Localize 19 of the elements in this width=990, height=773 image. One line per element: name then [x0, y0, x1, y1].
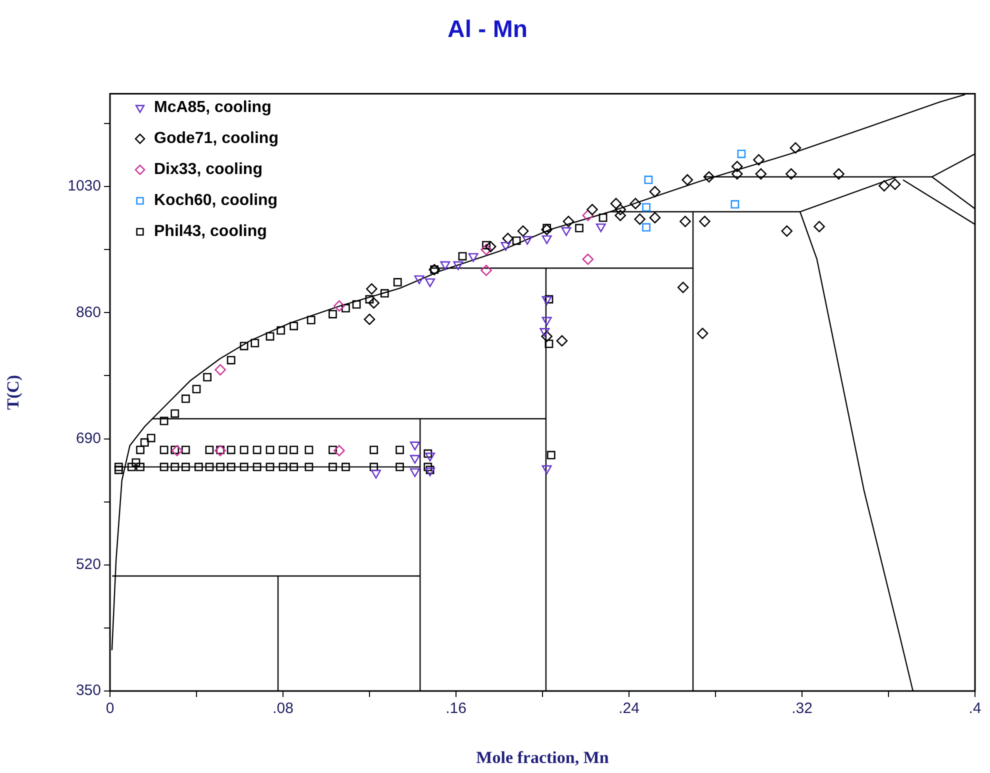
- y-axis-title: T(C): [4, 374, 23, 410]
- legend-label: Dix33, cooling: [154, 161, 262, 178]
- y-tick-label: 350: [76, 682, 101, 700]
- y-tick-label: 1030: [68, 178, 101, 195]
- x-tick-label: 0: [106, 700, 114, 718]
- x-tick-label: .16: [446, 700, 466, 718]
- y-tick-label: 520: [76, 556, 101, 574]
- y-tick-label: 690: [76, 430, 101, 447]
- legend-label: McA85, cooling: [154, 99, 272, 116]
- x-tick-label: .4: [968, 700, 982, 718]
- x-axis-title: Mole fraction, Mn: [476, 748, 610, 768]
- legend-label: Phil43, cooling: [154, 223, 267, 240]
- legend-label: Koch60, cooling: [154, 192, 278, 210]
- x-tick-label: .08: [272, 700, 294, 718]
- x-tick-label: .24: [618, 700, 640, 718]
- chart-title: Al - Mn: [448, 16, 528, 44]
- legend-label: Gode71, cooling: [154, 130, 278, 148]
- y-tick-label: 860: [76, 304, 101, 321]
- x-tick-label: .32: [792, 700, 812, 718]
